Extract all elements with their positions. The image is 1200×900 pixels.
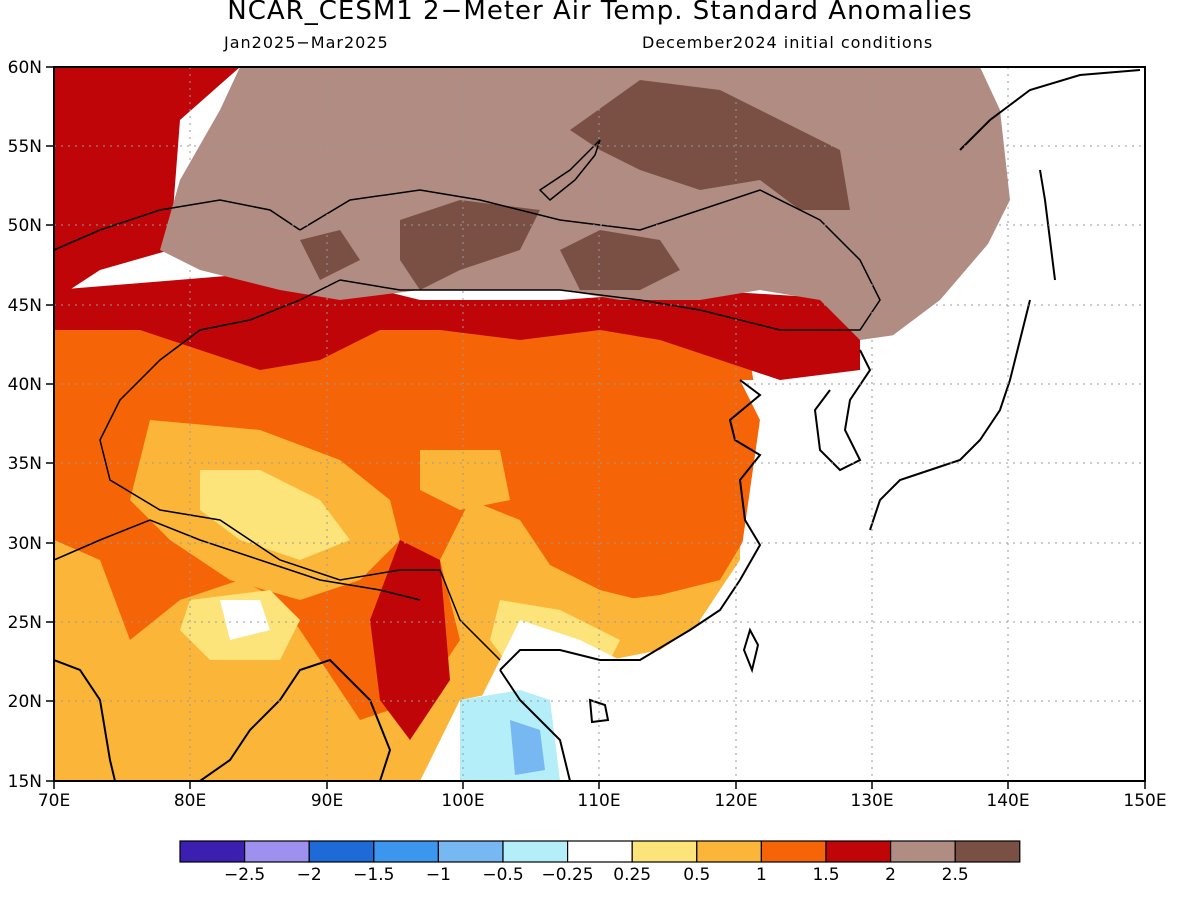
colorbar-swatch: [502, 840, 569, 863]
field-level-1: [54, 300, 760, 720]
coastlines: [54, 69, 1141, 781]
colorbar-swatch: [566, 840, 633, 863]
coastline-japan: [869, 299, 1031, 531]
lon-label: 140E: [986, 791, 1029, 811]
colorbar-label: −0.5: [482, 865, 523, 885]
colorbar-swatch: [696, 840, 762, 863]
colorbar-swatch: [308, 840, 375, 863]
border-russia-south: [54, 199, 301, 251]
colorbar-label: 2: [885, 865, 896, 885]
lake-baikal: [538, 139, 601, 202]
lat-label: 45N: [8, 296, 42, 316]
lon-label: 100E: [441, 791, 484, 811]
colorbar-label: −2: [297, 865, 322, 885]
colorbar-label: 2.5: [942, 865, 969, 885]
coastline-korea: [813, 349, 872, 472]
axis-ticks: [46, 66, 1146, 789]
field-masked-okhotsk: [1000, 67, 1145, 230]
lat-labels: 15N 20N 25N 30N 35N 40N 45N 50N 55N 60N: [8, 58, 42, 792]
coastline-hainan: [588, 698, 610, 724]
colorbar-swatch: [244, 840, 310, 863]
colorbar-swatch: [437, 840, 504, 863]
field-level-2.5-b: [400, 200, 540, 290]
colorbar-label: 1.5: [812, 865, 839, 885]
anomaly-field: [54, 67, 1145, 781]
colorbar-swatch: [954, 840, 1021, 863]
colorbar-swatch: [825, 840, 892, 863]
colorbar: −2.5 −2 −1.5 −1 −0.5 −0.25 0.25 0.5 1 1.5 2 2.5: [179, 840, 1021, 885]
lat-label: 50N: [8, 216, 42, 236]
lon-label: 150E: [1123, 791, 1166, 811]
gridlines: [54, 67, 1145, 781]
colorbar-label: 1: [756, 865, 767, 885]
lat-label: 15N: [8, 772, 42, 792]
coastline-okhotsk: [959, 69, 1141, 151]
field-level-neg-0.5: [510, 720, 545, 775]
field-level-1.5: [54, 67, 240, 300]
field-level-0.25: [200, 470, 350, 560]
forecast-period: Jan2025−Mar2025: [224, 33, 389, 52]
lon-label: 120E: [714, 791, 757, 811]
border-india: [54, 519, 421, 601]
lon-label: 110E: [577, 791, 620, 811]
colorbar-swatch: [631, 840, 698, 863]
colorbar-label: 0.5: [683, 865, 710, 885]
lon-label: 80E: [174, 791, 206, 811]
coastline-bay-of-bengal: [199, 658, 392, 781]
field-neutral-patch: [220, 600, 270, 640]
colorbar-label: −1: [426, 865, 451, 885]
colorbar-swatch: [179, 840, 246, 863]
lat-label: 60N: [8, 58, 42, 78]
lat-label: 35N: [8, 454, 42, 474]
lon-label: 90E: [311, 791, 343, 811]
field-masked-sea: [640, 230, 1145, 781]
colorbar-swatch: [889, 840, 956, 863]
colorbar-swatch: [373, 840, 439, 863]
lat-label: 30N: [8, 534, 42, 554]
colorbar-label: −2.5: [224, 865, 265, 885]
lon-label: 70E: [38, 791, 70, 811]
field-level-neg-0.25: [460, 690, 560, 781]
initial-conditions: December2024 initial conditions: [642, 33, 934, 52]
coastline-taiwan: [742, 627, 760, 674]
lat-label: 55N: [8, 137, 42, 157]
lon-labels: 70E 80E 90E 100E 110E 120E 130E 140E 150…: [38, 791, 1167, 811]
lat-label: 25N: [8, 613, 42, 633]
lat-label: 20N: [8, 692, 42, 712]
colorbar-swatch: [760, 840, 827, 863]
coastline-sakhalin: [1039, 169, 1056, 281]
lon-label: 130E: [850, 791, 893, 811]
field-level-1.5-myanmar: [370, 540, 450, 740]
map-title: NCAR_CESM1 2−Meter Air Temp. Standard An…: [227, 0, 973, 26]
lat-label: 40N: [8, 375, 42, 395]
coastline-indochina: [499, 669, 571, 781]
colorbar-label: −1.5: [353, 865, 394, 885]
field-level-2.5-c: [560, 230, 680, 290]
field-level-0.5-central: [420, 450, 510, 510]
field-level-2.5-d: [300, 230, 360, 280]
colorbar-label: 0.25: [613, 865, 651, 885]
coastline-india-west: [54, 659, 116, 781]
border-china-west: [99, 279, 501, 661]
border-mongolia: [299, 189, 881, 331]
coastline-china: [499, 379, 762, 671]
field-level-2.5: [570, 80, 850, 210]
colorbar-label: −0.25: [542, 865, 594, 885]
